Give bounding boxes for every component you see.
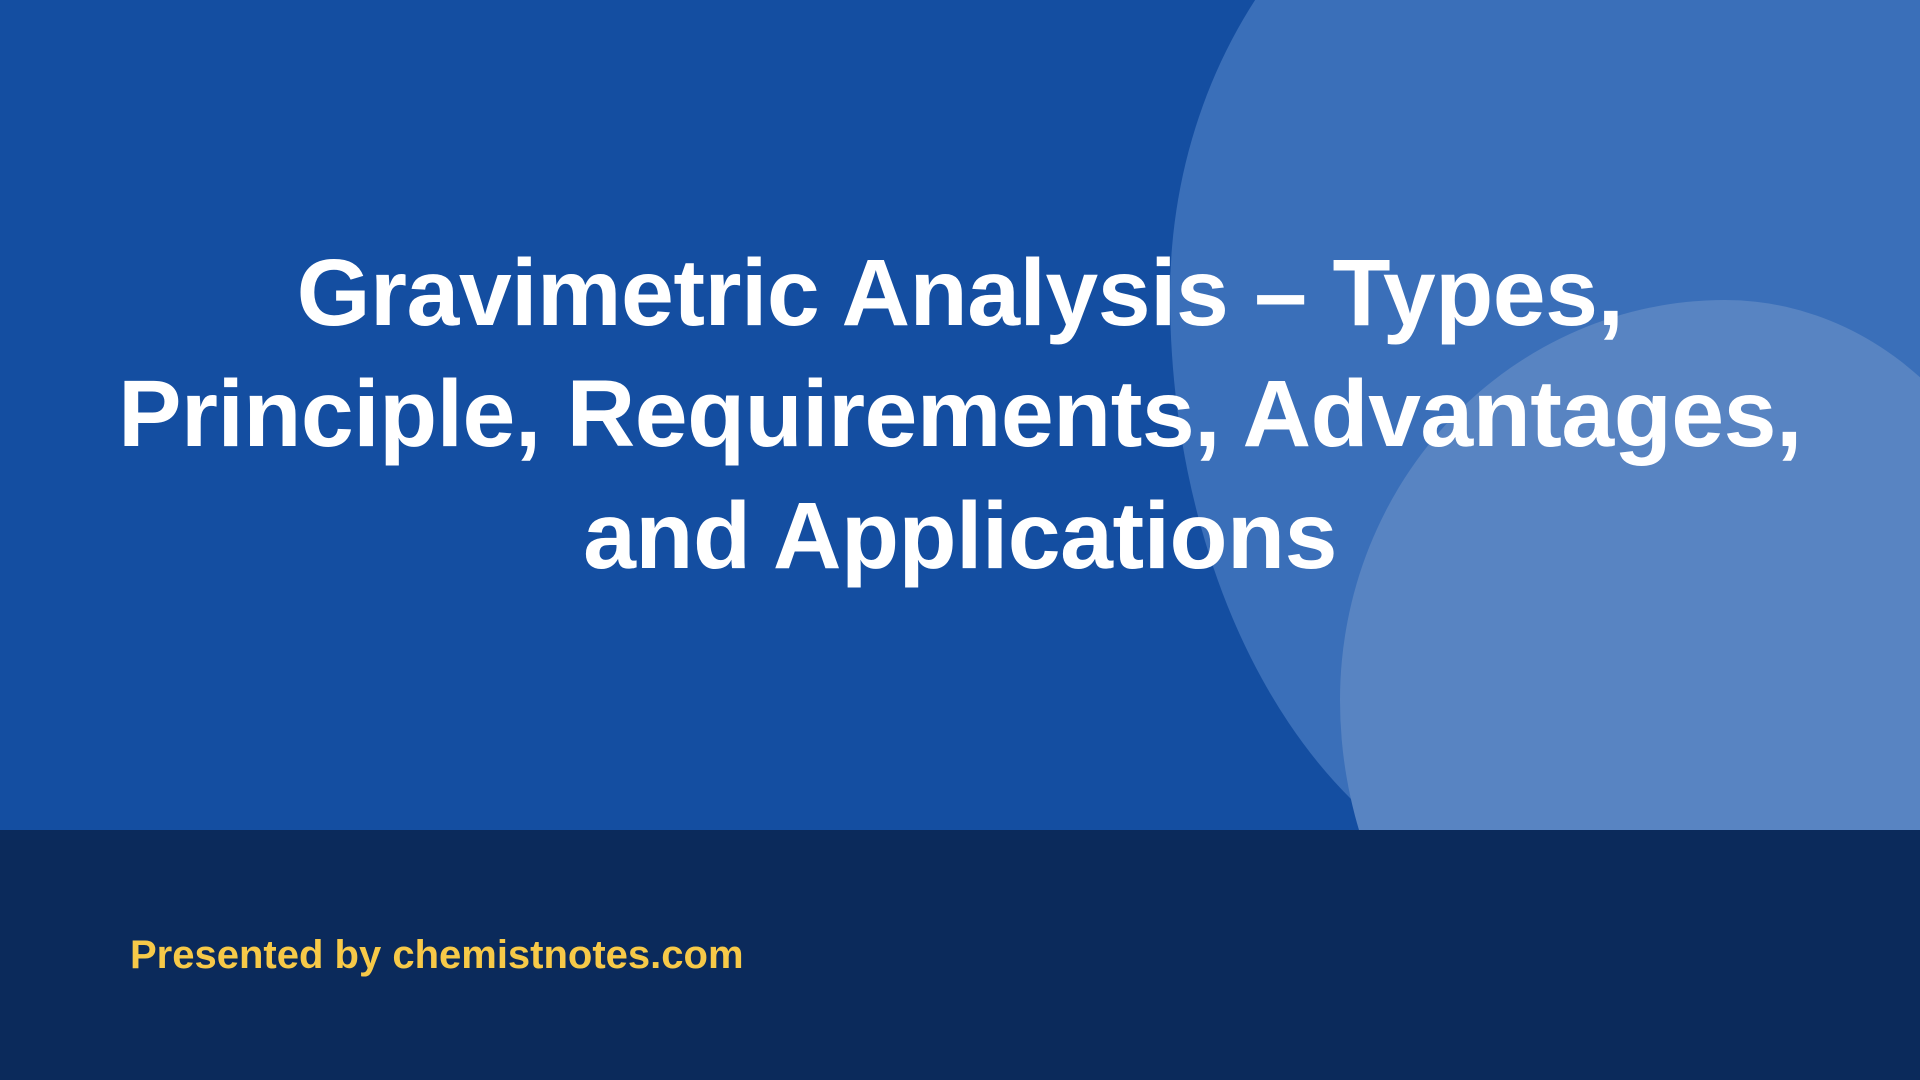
presenter-text: Presented by chemistnotes.com	[130, 933, 744, 978]
slide-title: Gravimetric Analysis – Types, Principle,…	[80, 233, 1840, 598]
slide-main-area: Gravimetric Analysis – Types, Principle,…	[0, 0, 1920, 830]
slide-footer: Presented by chemistnotes.com	[0, 830, 1920, 1080]
presentation-slide: Gravimetric Analysis – Types, Principle,…	[0, 0, 1920, 1080]
